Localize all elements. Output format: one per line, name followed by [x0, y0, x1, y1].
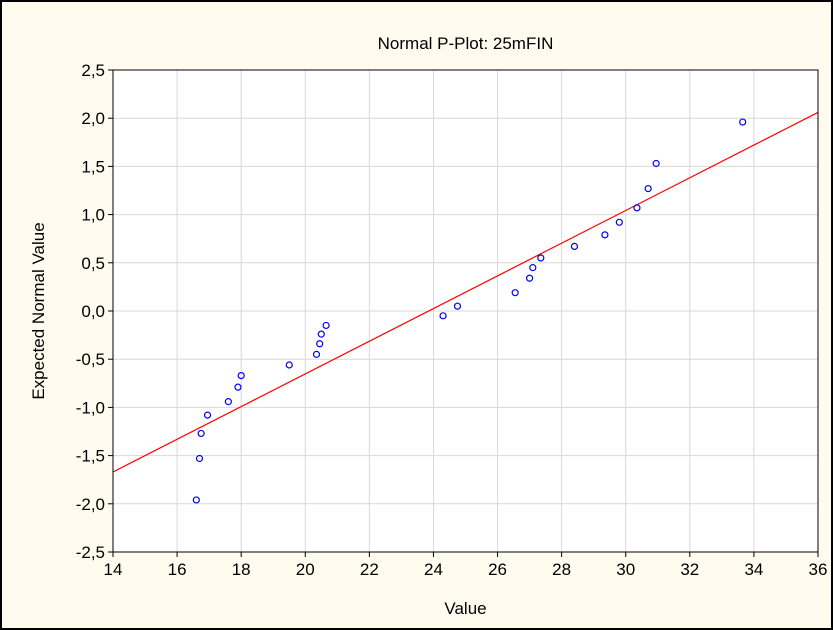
x-tick-label: 32 [680, 560, 699, 579]
data-point [652, 159, 660, 168]
data-point [224, 398, 232, 406]
y-tick-label: -1,5 [76, 447, 105, 466]
data-point [195, 454, 204, 463]
data-point [322, 321, 330, 330]
y-tick-label: 1,5 [81, 157, 105, 176]
x-tick-label: 26 [488, 560, 507, 579]
x-tick-label: 34 [744, 560, 763, 579]
x-axis-label: Value [444, 599, 486, 618]
data-point [615, 218, 623, 226]
data-point [525, 274, 534, 282]
data-point [285, 361, 293, 369]
data-point [316, 340, 324, 348]
data-point [570, 242, 579, 251]
x-tick-label: 30 [616, 560, 635, 579]
fit-line-layer [112, 111, 819, 473]
data-point [537, 254, 545, 262]
axis-ticks: 14 16 18 20 22 24 26 28 30 32 34 36 2,5 2,0 1,5 1,0 0,5 0… [76, 61, 828, 579]
data-point [739, 118, 747, 126]
data-point [197, 429, 205, 438]
fit-line [112, 111, 819, 473]
data-point [644, 184, 652, 193]
data-point [529, 264, 537, 272]
data-point [633, 204, 641, 212]
chart-title: Normal P-Plot: 25mFIN [378, 34, 554, 53]
y-tick-label: -1,0 [76, 398, 105, 417]
data-point [511, 289, 519, 297]
y-axis-label: Expected Normal Value [29, 222, 48, 399]
y-tick-label: 2,0 [81, 109, 105, 128]
y-tick-label: 0,5 [81, 254, 105, 273]
y-tick-label: -2,0 [76, 495, 105, 514]
data-point [234, 383, 242, 391]
grid [113, 70, 818, 552]
x-tick-label: 20 [296, 560, 315, 579]
data-points [192, 118, 747, 504]
x-tick-label: 36 [809, 560, 828, 579]
data-point [192, 496, 200, 504]
data-point [237, 371, 245, 380]
y-tick-label: -0,5 [76, 350, 105, 369]
x-tick-label: 24 [424, 560, 443, 579]
x-tick-label: 18 [232, 560, 251, 579]
x-tick-label: 28 [552, 560, 571, 579]
y-tick-label: -2,5 [76, 543, 105, 562]
data-point [439, 312, 447, 320]
y-tick-label: 1,0 [81, 206, 105, 225]
data-point [312, 350, 321, 358]
x-tick-label: 16 [168, 560, 187, 579]
y-tick-label: 2,5 [81, 61, 105, 80]
plot-border [112, 69, 819, 553]
data-point [203, 411, 212, 419]
data-point [317, 330, 325, 338]
data-point [601, 231, 609, 239]
y-tick-label: 0,0 [81, 302, 105, 321]
x-tick-label: 22 [360, 560, 379, 579]
data-point [453, 302, 462, 310]
x-tick-label: 14 [104, 560, 123, 579]
